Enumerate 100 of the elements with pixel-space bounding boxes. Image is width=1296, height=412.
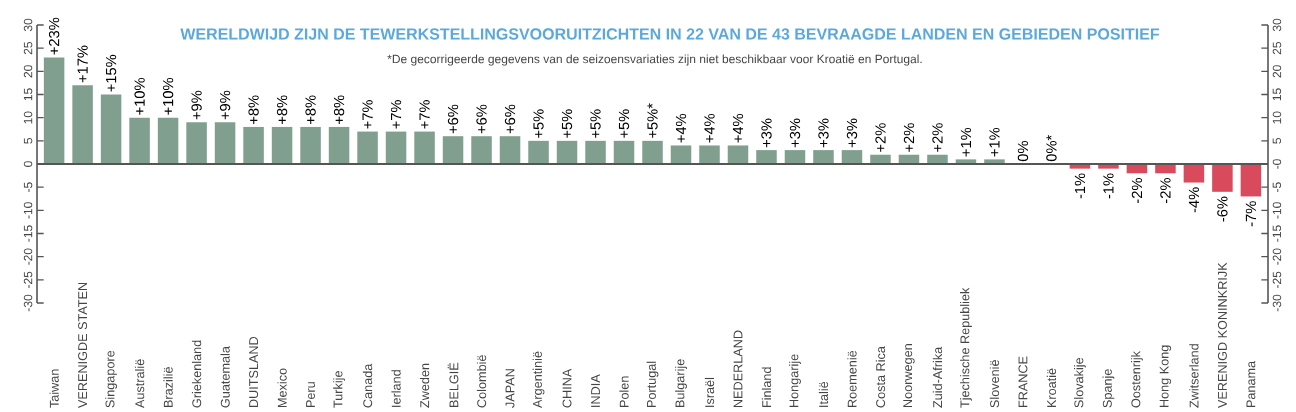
bar xyxy=(642,140,663,165)
x-tick-label: Australië xyxy=(134,359,145,409)
x-tick-label: Zweden xyxy=(419,363,430,408)
y-tick-label: 15 xyxy=(23,88,33,101)
x-tick-label: Noorwegen xyxy=(903,344,915,408)
bar xyxy=(271,126,293,165)
x-tick-label: JAPAN xyxy=(505,369,515,408)
bar xyxy=(385,131,407,165)
data-label: +8% xyxy=(276,95,288,124)
data-label: +6% xyxy=(447,104,459,134)
data-label: +3% xyxy=(818,118,829,148)
data-label: +9% xyxy=(191,90,202,120)
x-tick-label: Turkije xyxy=(333,371,345,408)
y2-tick-label: -15 xyxy=(1272,225,1282,242)
bar xyxy=(556,140,578,165)
data-label: +3% xyxy=(761,118,772,148)
bar xyxy=(1183,164,1205,183)
y2-tick-label: -0 xyxy=(1272,159,1282,169)
bar xyxy=(72,85,93,165)
bar xyxy=(243,126,264,165)
x-tick-label: Slovakije xyxy=(1074,357,1086,408)
x-tick-label: Bulgarije xyxy=(675,359,687,408)
x-tick-label: Polen xyxy=(619,376,629,408)
bar xyxy=(129,117,150,165)
x-tick-label: Taiwan xyxy=(49,369,59,408)
y-tick-label: 10 xyxy=(23,111,33,124)
data-label: 0% xyxy=(1017,141,1029,162)
data-label: +17% xyxy=(77,45,88,83)
data-label: -1% xyxy=(1074,173,1086,199)
bar xyxy=(784,150,806,165)
x-tick-label: INDIA xyxy=(591,374,600,407)
y2-tick-label: -25 xyxy=(1272,271,1282,288)
bar xyxy=(813,150,834,165)
data-label: -7% xyxy=(1245,201,1257,227)
bar xyxy=(357,131,378,165)
bar xyxy=(157,117,179,165)
y-tick-label: 0 xyxy=(23,161,33,167)
data-label: +7% xyxy=(362,100,373,129)
data-label: -2% xyxy=(1160,178,1171,203)
data-label: +15% xyxy=(105,54,117,92)
bar xyxy=(43,57,65,165)
bar xyxy=(442,136,464,165)
x-tick-label: Argentinië xyxy=(532,351,545,409)
bar xyxy=(328,126,350,165)
x-tick-label: Italië xyxy=(818,381,829,407)
data-label: -1% xyxy=(1103,173,1114,199)
data-label: 0%* xyxy=(1046,135,1057,162)
bar xyxy=(1240,164,1262,197)
bar xyxy=(1212,164,1233,192)
bar xyxy=(585,140,606,165)
data-label: +9% xyxy=(219,90,231,120)
data-label: +8% xyxy=(333,95,345,124)
x-tick-label: Colombië xyxy=(476,355,487,408)
data-label: +5% xyxy=(590,109,601,138)
data-label: +7% xyxy=(419,100,430,129)
data-label: +8% xyxy=(305,95,316,124)
y2-tick-label: 5 xyxy=(1272,138,1282,144)
x-tick-label: Portugal xyxy=(646,361,659,408)
x-tick-label: VERENIGD KONINKRIJK xyxy=(1217,262,1227,408)
x-tick-label: Singapore xyxy=(105,350,118,408)
x-tick-label: Panama xyxy=(1246,360,1256,408)
bar xyxy=(699,145,720,165)
bar xyxy=(499,136,521,165)
data-label: -2% xyxy=(1131,178,1143,203)
data-label: +5% xyxy=(561,109,573,138)
data-label: +10% xyxy=(162,78,174,115)
y-tick-label: -30 xyxy=(23,294,33,312)
x-tick-label: VERENIGDE STATEN xyxy=(78,282,88,408)
x-tick-label: Guatemala xyxy=(220,346,230,408)
data-label: +1% xyxy=(989,127,1000,157)
x-tick-label: NEDERLAND xyxy=(733,330,743,408)
x-tick-label: Brazilië xyxy=(163,367,173,408)
y-tick-label: 25 xyxy=(23,42,33,55)
bar xyxy=(471,136,492,165)
x-tick-label: BELGIË xyxy=(447,362,459,408)
y2-tick-label: 15 xyxy=(1272,88,1282,101)
data-label: -6% xyxy=(1217,196,1228,222)
y2-tick-label: 25 xyxy=(1272,42,1282,55)
data-label: +10% xyxy=(134,78,145,115)
data-label: +3% xyxy=(789,118,801,148)
data-label: +2% xyxy=(903,123,915,152)
x-tick-label: CHINA xyxy=(562,368,572,408)
data-label: +5%* xyxy=(647,103,658,138)
data-label: +5% xyxy=(618,109,630,138)
x-tick-label: Ierland xyxy=(391,370,401,407)
bar xyxy=(727,145,749,165)
x-tick-label: Oostenrijk xyxy=(1131,351,1143,408)
x-tick-label: Slovenië xyxy=(989,360,1000,408)
annotation: *De gecorrigeerde gegevens van de seizoensvariaties zijn niet beschikbaar voor Kroatië en Portugal. xyxy=(387,54,922,66)
y2-tick-label: 10 xyxy=(1272,111,1282,124)
y-tick-label: -10 xyxy=(23,202,33,219)
x-tick-label: Costa Rica xyxy=(875,346,886,408)
y-tick-label: -15 xyxy=(23,225,33,242)
data-label: -4% xyxy=(1188,187,1200,213)
y2-tick-label: 30 xyxy=(1272,18,1282,32)
x-tick-label: Peru xyxy=(306,382,315,408)
bar xyxy=(100,94,122,165)
x-tick-label: Zwitserland xyxy=(1189,344,1199,408)
x-tick-label: Finland xyxy=(761,367,772,408)
bar xyxy=(841,150,863,165)
